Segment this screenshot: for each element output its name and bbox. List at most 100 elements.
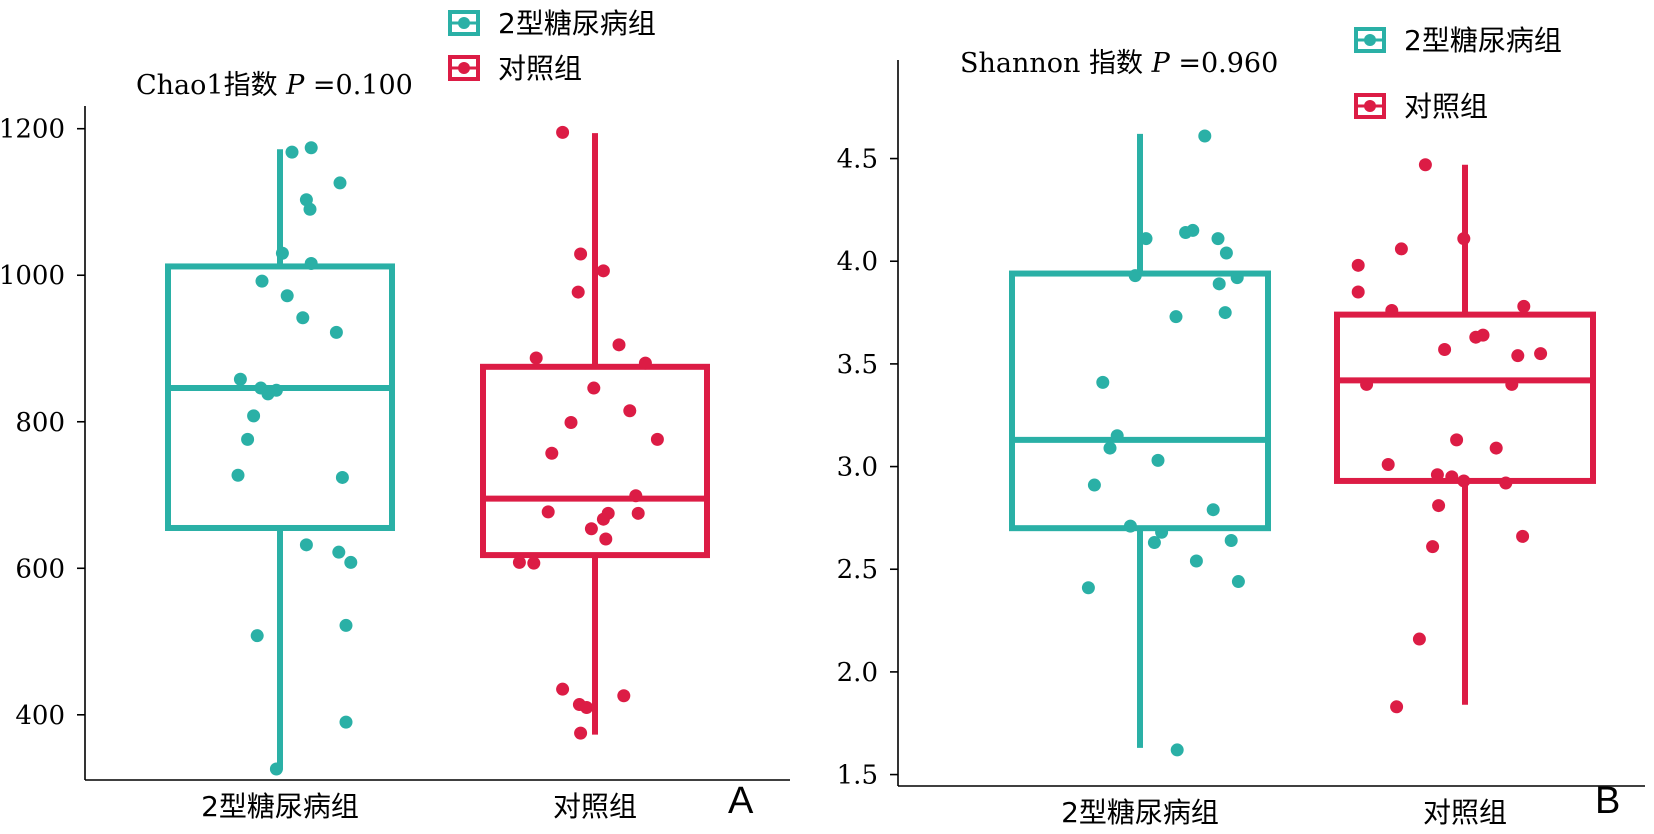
panel-a-control-point <box>512 555 526 569</box>
panel-b-control-point <box>1457 232 1471 246</box>
panel-b-control-point <box>1534 347 1548 361</box>
panel-a-title-p: P <box>285 70 313 101</box>
panel-b-control-point <box>1457 474 1471 488</box>
panel-b-x-label-control: 对照组 <box>1423 796 1507 829</box>
panel-a-control-point <box>587 381 601 395</box>
panel-a-control-point <box>564 415 578 429</box>
panel-b-t2d-point <box>1103 441 1117 455</box>
panel-a-x-label-control: 对照组 <box>553 790 637 823</box>
panel-b-control-point <box>1450 433 1464 447</box>
panel-b-control-point <box>1426 540 1440 554</box>
panel-a-t2d-point <box>231 468 245 482</box>
panel-a-t2d-point <box>344 555 358 569</box>
panel-a-control-point <box>545 446 559 460</box>
panel-b-y-tick-label: 4.5 <box>837 145 878 175</box>
panel-a-t2d-point <box>303 202 317 216</box>
panel-b-t2d-point <box>1123 519 1137 533</box>
panel-b-title-p: P <box>1151 48 1179 79</box>
panel-a-control-point <box>612 338 626 352</box>
panel-b-title: Shannon 指数 P =0.960 <box>960 48 1278 79</box>
panel-a-control-point <box>599 532 613 546</box>
panel-b-y-tick-label: 4.0 <box>837 247 878 277</box>
panel-a-t2d-point <box>269 762 283 776</box>
panel-b-y-tick-label: 3.5 <box>837 350 878 380</box>
panel-a-legend-control-swatch-dot <box>458 62 470 74</box>
panel-a-control-point <box>556 682 570 696</box>
panel-b-control-point <box>1476 328 1490 342</box>
panel-a-t2d-point <box>247 409 261 423</box>
panel-a-t2d-point <box>280 289 294 303</box>
panel-b-control-point <box>1432 499 1446 513</box>
panel-b-t2d-point <box>1231 575 1245 589</box>
panel-b-t2d-point <box>1081 581 1095 595</box>
panel-b-t2d-point <box>1128 269 1142 283</box>
panel-b-control-point <box>1430 468 1444 482</box>
panel-b-t2d-point <box>1170 743 1184 757</box>
panel-b-control-point <box>1499 476 1513 490</box>
panel-a-title-p-value: =0.100 <box>313 70 413 101</box>
panel-b-t2d-point <box>1110 429 1124 443</box>
panel-b-t2d-point <box>1212 277 1226 291</box>
panel-a-t2d-point <box>304 141 318 155</box>
panel-a-t2d-point <box>332 545 346 559</box>
panel-b-y-tick-label: 1.5 <box>837 761 878 791</box>
panel-a-t2d-point <box>250 629 264 643</box>
panel-b-legend-t2d-label: 2型糖尿病组 <box>1404 24 1562 57</box>
panel-a-t2d-point <box>285 145 299 159</box>
panel-a-t2d-point <box>261 387 275 401</box>
panel-a-legend-t2d-label: 2型糖尿病组 <box>498 7 656 40</box>
panel-b-t2d-point <box>1224 533 1238 547</box>
panel-a-control-point <box>556 125 570 139</box>
panel-letter-a: A <box>728 780 754 822</box>
panel-a-t2d-point <box>241 432 255 446</box>
panel-a-t2d-box <box>165 263 395 531</box>
panel-a-t2d-point <box>296 311 310 325</box>
panel-b-t2d-point <box>1147 536 1161 550</box>
panel-a-x-label-t2d: 2型糖尿病组 <box>201 790 359 823</box>
panel-b-control-box <box>1334 311 1596 484</box>
panel-b-y-tick-label: 2.5 <box>837 555 878 585</box>
panel-a-t2d-point <box>275 246 289 260</box>
panel-a-y-tick-label: 1000 <box>0 261 65 291</box>
panel-a-control-box <box>480 363 710 559</box>
panel-b-t2d-point <box>1186 223 1200 237</box>
panel-a-title: Chao1指数 P =0.100 <box>136 70 413 101</box>
panel-b-t2d-point <box>1219 246 1233 260</box>
panel-b-control-point <box>1438 343 1452 357</box>
panel-b-t2d-point <box>1087 478 1101 492</box>
panel-b-control-point <box>1351 285 1365 299</box>
panel-letter-b: B <box>1595 780 1621 822</box>
panel-b-control-point <box>1517 299 1531 313</box>
panel-b-legend-control-label: 对照组 <box>1404 90 1488 123</box>
panel-a-t2d-point <box>304 257 318 271</box>
panel-a-legend-t2d-swatch-dot <box>458 17 470 29</box>
panel-b-t2d-point <box>1096 375 1110 389</box>
panel-a-t2d-point <box>299 538 313 552</box>
panel-b-t2d-point <box>1139 232 1153 246</box>
panel-a-control-point <box>629 489 643 503</box>
panel-b-control-point <box>1445 470 1459 484</box>
panel-b-control-point <box>1505 377 1519 391</box>
panel-b-control-point <box>1381 458 1395 472</box>
panel-a-control-point <box>529 351 543 365</box>
panel-a-control-point <box>638 356 652 370</box>
panel-a-y-tick-label: 600 <box>15 554 65 584</box>
panel-a-t2d-point <box>333 176 347 190</box>
panel-a-t2d-point <box>255 274 269 288</box>
panel-b-t2d-point <box>1206 503 1220 517</box>
panel-b-control-point <box>1412 632 1426 646</box>
panel-a-t2d-point <box>329 325 343 339</box>
panel-b-control-point <box>1390 700 1404 714</box>
panel-b-t2d-point <box>1218 306 1232 320</box>
panel-b-title-p-value: =0.960 <box>1178 48 1278 79</box>
panel-a-t2d-point <box>335 470 349 484</box>
panel-b-legend-control-swatch-dot <box>1364 100 1376 112</box>
panel-a-control-point <box>571 285 585 299</box>
panel-b-legend-t2d-swatch-dot <box>1364 34 1376 46</box>
panel-b-control-point <box>1351 258 1365 272</box>
panel-a-control-point <box>617 689 631 703</box>
panel-a-control-point <box>631 506 645 520</box>
panel-a-control-point <box>584 522 598 536</box>
